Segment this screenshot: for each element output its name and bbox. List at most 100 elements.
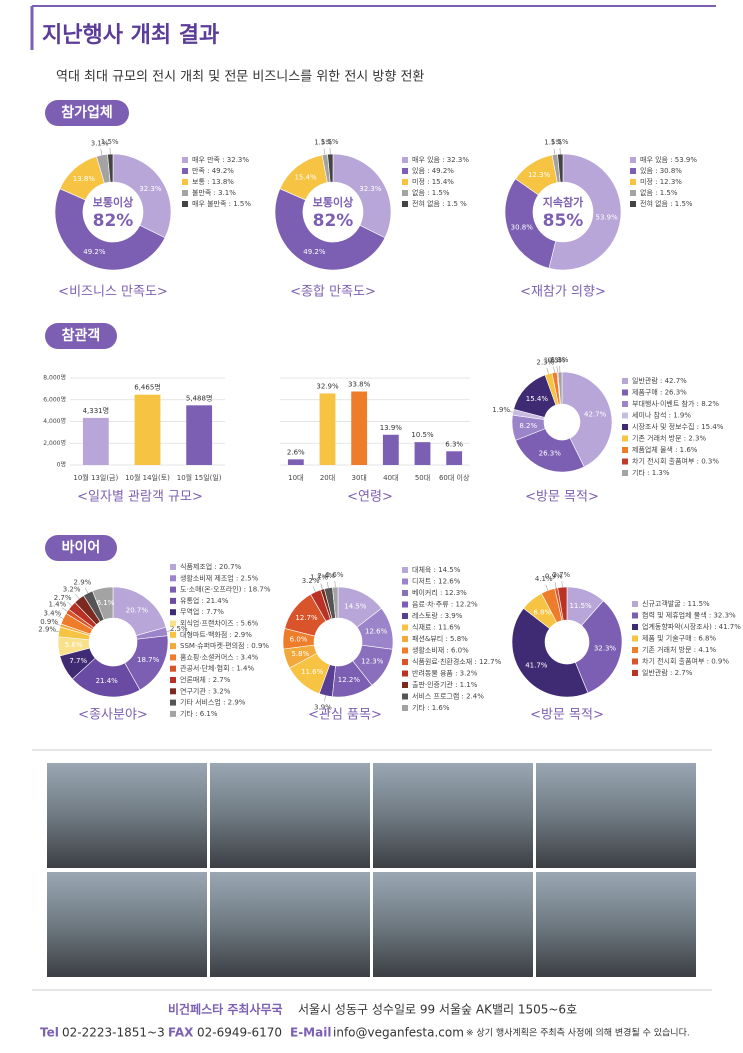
- legend-swatch: [630, 190, 636, 196]
- legend-swatch: [182, 190, 188, 196]
- legend-swatch: [630, 201, 636, 207]
- legend-swatch: [402, 659, 408, 665]
- legend-swatch: [402, 647, 408, 654]
- slice: [557, 153, 564, 183]
- leader-line: [100, 149, 103, 156]
- legend-label: 식품원료·친환경소재 : 12.7%: [412, 657, 502, 666]
- slice: [504, 178, 557, 269]
- legend-swatch: [622, 378, 628, 384]
- legend-label: 생활소비재 : 6.0%: [412, 646, 469, 655]
- leader-line: [166, 630, 173, 632]
- legend-label: 음료·차·주류 : 12.2%: [412, 600, 478, 609]
- photo: [373, 763, 533, 868]
- legend-label: 기타 : 1.6%: [412, 703, 450, 712]
- chart-title: <방문 목적>: [530, 708, 604, 723]
- photo: [210, 763, 370, 868]
- slice-label: 1.5%: [551, 138, 569, 146]
- bar: [82, 417, 109, 465]
- value-label: 10.5%: [411, 431, 434, 439]
- legend-swatch: [622, 412, 628, 419]
- slice: [54, 188, 166, 271]
- slice-label: 11.6%: [301, 668, 324, 676]
- slice-label: 12.6%: [365, 628, 388, 636]
- slice-label: 32.3%: [594, 644, 617, 652]
- slice-label: 5.8%: [291, 650, 309, 658]
- footer-org: 비건페스타 주최사무국: [168, 1002, 283, 1017]
- slice-label: 26.3%: [539, 450, 562, 458]
- slice-label: 2.9%: [38, 626, 56, 634]
- slice-label: 2.3%: [536, 358, 554, 366]
- slice-label: 30.8%: [511, 223, 534, 231]
- slice-label: 11.5%: [569, 602, 592, 610]
- legend-label: 대형마트·백화점 : 2.9%: [180, 630, 252, 639]
- leader-line: [553, 148, 556, 155]
- tel: 02-2223-1851~3: [62, 1026, 165, 1040]
- legend-label: 없음 : 1.5%: [640, 189, 678, 197]
- legend-swatch: [402, 168, 408, 174]
- legend-swatch: [170, 609, 176, 616]
- legend-swatch: [402, 179, 408, 185]
- legend-swatch: [402, 693, 408, 700]
- fax-label: FAX: [168, 1026, 194, 1040]
- section-title: 참가업체: [61, 105, 113, 121]
- legend-label: 유통업 : 21.4%: [180, 597, 229, 605]
- tel-label: Tel: [40, 1026, 59, 1040]
- bar: [382, 434, 399, 465]
- legend-swatch: [402, 567, 408, 573]
- legend-swatch: [622, 401, 628, 407]
- legend-label: 외식업·프랜차이즈 : 5.6%: [180, 619, 259, 628]
- legend-label: 있음 : 49.2%: [412, 167, 454, 175]
- slice-label: 3.9%: [314, 703, 332, 711]
- slice-label: 5.6%: [65, 641, 83, 649]
- leader-line: [554, 582, 557, 589]
- leader-line: [553, 366, 555, 373]
- slice-label: 6.1%: [97, 599, 115, 607]
- legend-swatch: [632, 635, 638, 642]
- leader-line: [57, 615, 64, 619]
- legend-label: 매우 불만족 : 1.5%: [192, 199, 251, 208]
- legend-label: 디저트 : 12.6%: [412, 577, 461, 586]
- section-pill: [45, 323, 117, 349]
- slice-label: 0.3%: [547, 356, 565, 364]
- slice-label: 12.3%: [528, 171, 551, 179]
- leader-line: [62, 607, 68, 612]
- slice-label: 3.1%: [91, 139, 109, 147]
- fax: 02-6949-6170: [197, 1026, 282, 1040]
- y-tick-label: 6,000명: [43, 395, 66, 403]
- slice-label: 15.4%: [294, 174, 317, 182]
- legend-swatch: [170, 597, 176, 604]
- value-label: 32.9%: [316, 382, 339, 390]
- leader-line: [75, 593, 80, 599]
- legend-label: 매우 있음 : 32.3%: [412, 156, 469, 164]
- leader-line: [546, 368, 549, 374]
- legend-swatch: [630, 179, 636, 185]
- legend-swatch: [622, 458, 628, 465]
- legend-swatch: [402, 157, 408, 163]
- legend-label: 패션&뷰티 : 5.8%: [412, 634, 468, 643]
- legend-label: SSM·슈퍼마켓·편의점 : 0.9%: [180, 641, 269, 650]
- center-label: 지속참가: [543, 195, 583, 209]
- legend-swatch: [170, 665, 176, 672]
- slice-label: 21.4%: [96, 677, 119, 685]
- legend-swatch: [182, 168, 188, 174]
- leader-line: [84, 587, 89, 594]
- slice-label: 13.8%: [73, 175, 96, 183]
- legend-swatch: [182, 157, 188, 163]
- legend-swatch: [622, 435, 628, 442]
- legend-label: 부대행사·이벤트 참가 : 8.2%: [632, 399, 719, 408]
- legend-label: 차기 전시회 출품여부 : 0.9%: [642, 657, 729, 666]
- legend-label: 식품제조업 : 20.7%: [180, 562, 242, 571]
- chart-title: <일자별 관람객 규모>: [77, 490, 203, 505]
- value-label: 13.9%: [380, 424, 403, 432]
- legend-swatch: [170, 699, 176, 706]
- value-label: 6.3%: [445, 440, 463, 448]
- legend-label: 제품 및 기술구매 : 6.8%: [642, 634, 716, 643]
- slice-label: 12.2%: [338, 676, 361, 684]
- slice-label: 12.3%: [361, 658, 384, 666]
- slice-label: 1.5%: [544, 139, 562, 147]
- y-tick-label: 0명: [57, 461, 66, 469]
- slice: [332, 153, 392, 239]
- x-tick-label: 10월 14일(토): [125, 473, 170, 482]
